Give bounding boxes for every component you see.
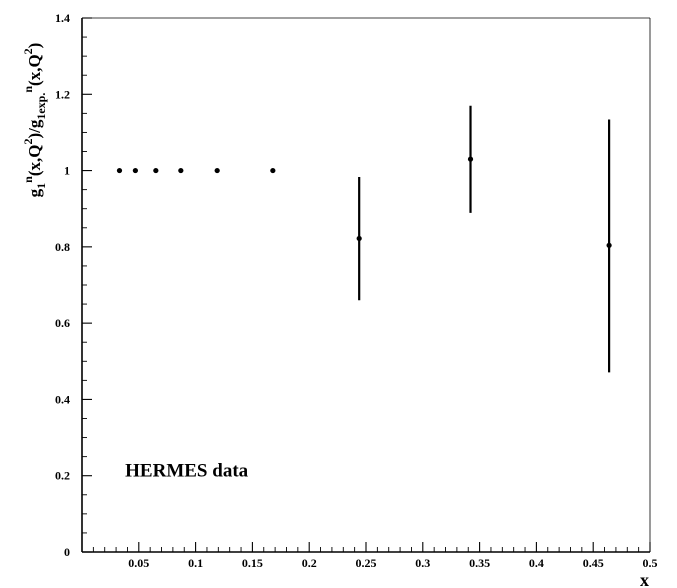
data-point [467, 156, 474, 162]
y-tick-label: 1 [64, 164, 70, 178]
y-axis-label: g1n(x,Q2)/g1exp.n(x,Q2) [21, 43, 48, 198]
x-tick-label: 0.2 [302, 556, 317, 570]
y-label-args: (x,Q [25, 145, 44, 177]
y-tick-label: 1.2 [55, 87, 70, 101]
y-label-sup-n: n [21, 176, 35, 183]
x-tick-label: 0.05 [128, 556, 149, 570]
x-tick-label: 0.15 [242, 556, 263, 570]
data-point [178, 167, 184, 174]
y-label-sup2: 2 [21, 139, 35, 145]
y-ticks: 0 0.2 0.4 0.6 0.8 1 1.2 1.4 [55, 11, 92, 559]
x-ticks: 0.05 0.1 0.15 0.2 0.25 0.3 0.35 0.4 0.45 0.5 [128, 542, 658, 570]
y-tick-label: 0.4 [55, 392, 70, 406]
y-label-close: ) [25, 43, 44, 49]
data-point [132, 167, 138, 174]
y-label-sup-n2: n [21, 86, 35, 93]
x-tick-label: 0.1 [188, 556, 203, 570]
x-tick-label: 0.25 [356, 556, 377, 570]
y-label-sup2b: 2 [21, 48, 35, 54]
y-tick-label: 0 [64, 545, 70, 559]
y-label-sub1: 1 [34, 183, 48, 189]
data-point [214, 167, 220, 174]
x-axis-label: x [640, 570, 649, 588]
data-point [116, 167, 123, 174]
x-tick-label: 0.35 [469, 556, 490, 570]
y-tick-label: 1.4 [55, 11, 70, 25]
data-point [153, 167, 159, 174]
x-tick-label: 0.3 [415, 556, 430, 570]
hermes-annotation: HERMES data [125, 461, 248, 482]
y-tick-label: 0.2 [55, 469, 70, 483]
data-point [356, 235, 362, 242]
data-point [270, 167, 276, 174]
y-label-slash: )/g [25, 119, 44, 138]
x-tick-label: 0.5 [643, 556, 658, 570]
y-tick-label: 0.8 [55, 240, 70, 254]
y-tick-label: 0.6 [55, 316, 70, 330]
y-label-args2: (x,Q [25, 54, 44, 86]
minor-ticks [82, 36, 640, 552]
data-points [116, 105, 612, 373]
x-tick-label: 0.4 [529, 556, 544, 570]
y-label-g: g [25, 188, 44, 197]
x-tick-label: 0.45 [583, 556, 604, 570]
y-label-sub-exp: 1exp. [34, 93, 48, 120]
data-point [606, 242, 612, 248]
